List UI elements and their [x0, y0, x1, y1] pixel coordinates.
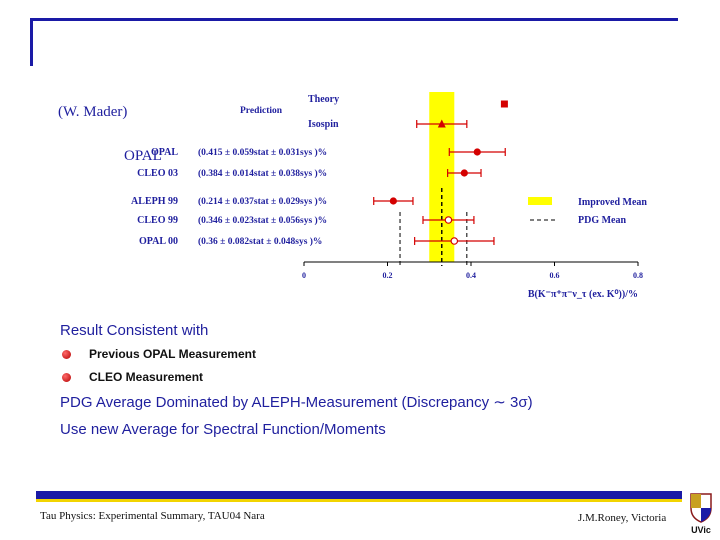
x-axis-ticks: 0 0.2 0.4 0.6 0.8: [302, 262, 643, 280]
data-point-open: [450, 237, 459, 245]
footer-bar: [36, 491, 682, 502]
bullet-item-text: CLEO Measurement: [89, 370, 204, 384]
x-tick-label: 0.2: [383, 271, 393, 280]
data-point-open: [444, 216, 453, 224]
row-name: Isospin: [308, 119, 339, 130]
x-axis-label: B(K⁻π⁺π⁻ν_τ (ex. K⁰))/%: [528, 289, 638, 300]
row-measurement-text: (0.346 ± 0.023stat ± 0.056sys )%: [198, 215, 327, 226]
row-measurement-text: (0.214 ± 0.037stat ± 0.029sys )%: [198, 196, 327, 207]
bullet-line: PDG Average Dominated by ALEPH-Measureme…: [60, 394, 533, 411]
data-point: [389, 197, 397, 205]
row-name: Theory: [308, 94, 339, 105]
legend-improved-label: Improved Mean: [578, 197, 647, 208]
bullet-dot-icon: [62, 349, 71, 359]
row-measurement-text: (0.384 ± 0.014stat ± 0.038sys )%: [198, 168, 327, 179]
x-tick-label: 0.8: [633, 271, 643, 280]
bullet-list: Result Consistent with Previous OPAL Mea…: [60, 322, 620, 448]
x-tick-label: 0: [302, 271, 306, 280]
data-point: [460, 169, 468, 177]
chart: (W. Mader) OPAL 0 0.2 0.4 0.6 0.8 B(K⁻π⁺π⁻ν_…: [58, 92, 647, 300]
row-measurement-text: (0.415 ± 0.059stat ± 0.031sys )%: [198, 147, 327, 158]
bullet-line: Use new Average for Spectral Function/Mo…: [60, 421, 386, 438]
logo-text: UVic: [691, 525, 711, 535]
legend-improved-swatch: [528, 197, 552, 205]
chart-rows: Prediction Theory Isospin OPAL (0.415 ± 0.05…: [131, 94, 508, 247]
bullet-item: Previous OPAL Measurement: [62, 347, 620, 361]
opal-label: OPAL: [124, 148, 162, 164]
footer-right-text: J.M.Roney, Victoria: [578, 512, 667, 524]
slide-frame-left: [30, 18, 33, 66]
row-name: OPAL 00: [139, 236, 178, 247]
row-measurement-text: (0.36 ± 0.082stat ± 0.048sys )%: [198, 236, 322, 247]
row-name: CLEO 03: [137, 168, 178, 179]
bullet-item: CLEO Measurement: [62, 370, 620, 384]
data-point: [473, 148, 481, 156]
legend-pdg-label: PDG Mean: [578, 215, 626, 226]
row-name: ALEPH 99: [131, 196, 178, 207]
author-note: (W. Mader): [58, 104, 127, 120]
data-point-square: [500, 100, 508, 108]
data-point-triangle: [437, 119, 446, 128]
slide-frame-top: [30, 18, 678, 21]
footer-left-text: Tau Physics: Experimental Summary, TAU04…: [40, 510, 265, 522]
improved-mean-band: [429, 92, 455, 262]
bullet-item-text: Previous OPAL Measurement: [89, 347, 256, 361]
row-name: OPAL: [151, 147, 178, 158]
bullet-heading: Result Consistent with: [60, 322, 209, 339]
row-name: CLEO 99: [137, 215, 178, 226]
row-group-label: Prediction: [240, 106, 283, 116]
bullet-dot-icon: [62, 372, 71, 382]
uvic-logo: UVic: [690, 493, 712, 535]
x-tick-label: 0.6: [550, 271, 560, 280]
x-tick-label: 0.4: [466, 271, 476, 280]
